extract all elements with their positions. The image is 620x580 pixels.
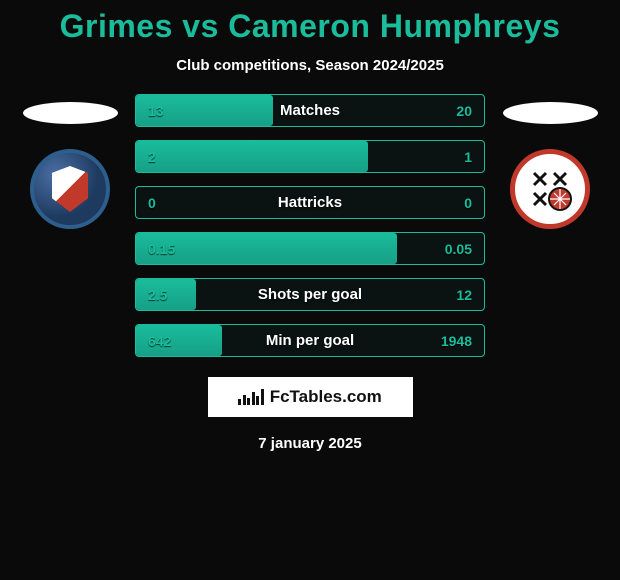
stat-value-right: 1 (452, 149, 484, 165)
stat-value-left: 642 (136, 333, 183, 349)
player-photo-placeholder-left (23, 102, 118, 124)
stat-row: 642Min per goal1948 (135, 324, 485, 357)
stat-value-left: 2.5 (136, 287, 179, 303)
stat-row: 0.15Goals per match0.05 (135, 232, 485, 265)
stat-row: 2Goals1 (135, 140, 485, 173)
team-crest-left (30, 149, 110, 229)
stats-column: 13Matches20 2Goals1 0Hattricks0 0.15Goals p… (135, 94, 485, 357)
stat-value-left: 2 (136, 149, 168, 165)
comparison-subtitle: Club competitions, Season 2024/2025 (176, 57, 444, 74)
stat-value-left: 0 (136, 195, 168, 211)
stat-value-right: 0.05 (433, 241, 484, 257)
stat-row: 13Matches20 (135, 94, 485, 127)
comparison-title: Grimes vs Cameron Humphreys (60, 8, 561, 45)
stat-value-right: 20 (444, 103, 484, 119)
watermark-text: FcTables.com (270, 387, 382, 407)
player-photo-placeholder-right (503, 102, 598, 124)
comparison-date: 7 january 2025 (258, 435, 361, 452)
stat-row: 0Hattricks0 (135, 186, 485, 219)
left-player-column (15, 94, 125, 229)
stat-value-right: 1948 (429, 333, 484, 349)
stat-row: 2.5Shots per goal12 (135, 278, 485, 311)
team-crest-right (510, 149, 590, 229)
stat-value-left: 13 (136, 103, 176, 119)
stat-value-right: 0 (452, 195, 484, 211)
stat-fill-bar (136, 141, 368, 172)
watermark-logo-icon (238, 389, 264, 405)
stat-label: Hattricks (136, 194, 484, 211)
watermark: FcTables.com (208, 377, 413, 417)
stat-value-right: 12 (444, 287, 484, 303)
right-player-column (495, 94, 605, 229)
stat-value-left: 0.15 (136, 241, 187, 257)
comparison-content: 13Matches20 2Goals1 0Hattricks0 0.15Goals p… (0, 94, 620, 357)
